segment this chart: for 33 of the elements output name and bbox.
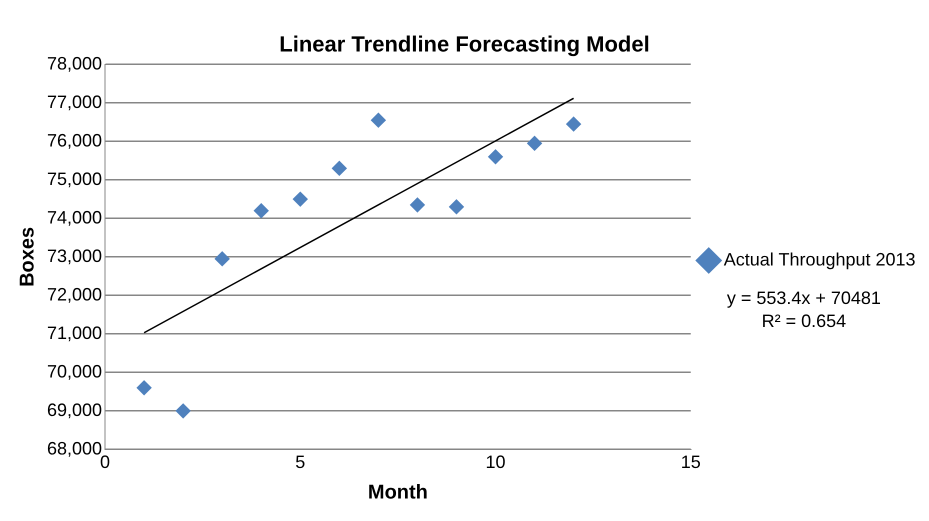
point xyxy=(410,197,425,212)
point xyxy=(370,112,386,128)
point xyxy=(332,160,347,176)
y-tick-label: 73,000 xyxy=(46,246,102,266)
point xyxy=(254,203,269,218)
y-tick-label: 78,000 xyxy=(46,53,102,74)
text: y = 553.4x + 70481 xyxy=(726,288,881,308)
y-tick-label: 74,000 xyxy=(46,207,102,228)
x-axis-title: Month xyxy=(368,482,428,504)
y-axis-title: Boxes xyxy=(16,226,39,287)
y-tick-label: 70,000 xyxy=(46,361,102,382)
point xyxy=(136,380,152,396)
point xyxy=(448,199,464,214)
legend-label: Actual Throughput 2013 xyxy=(724,249,916,270)
point xyxy=(214,251,230,266)
point xyxy=(527,136,542,151)
x-tick-label: 0 xyxy=(100,452,110,472)
y-tick-label: 72,000 xyxy=(46,284,102,304)
y-tick-label: 77,000 xyxy=(46,92,102,112)
text: R² = 0.654 xyxy=(762,311,846,332)
chart-title: Linear Trendline Forecasting Model xyxy=(279,31,650,56)
x-tick-label: 15 xyxy=(680,452,701,472)
y-tick-label: 68,000 xyxy=(46,438,102,458)
y-tick-label: 75,000 xyxy=(46,168,102,189)
x-tick-label: 5 xyxy=(295,452,306,472)
point xyxy=(292,192,308,207)
y-tick-label: 76,000 xyxy=(46,130,102,150)
point xyxy=(566,116,582,132)
point xyxy=(176,403,191,418)
y-tick-label: 71,000 xyxy=(46,322,102,343)
x-tick-label: 10 xyxy=(486,452,506,472)
point xyxy=(488,149,504,164)
y-tick-label: 69,000 xyxy=(46,400,102,420)
